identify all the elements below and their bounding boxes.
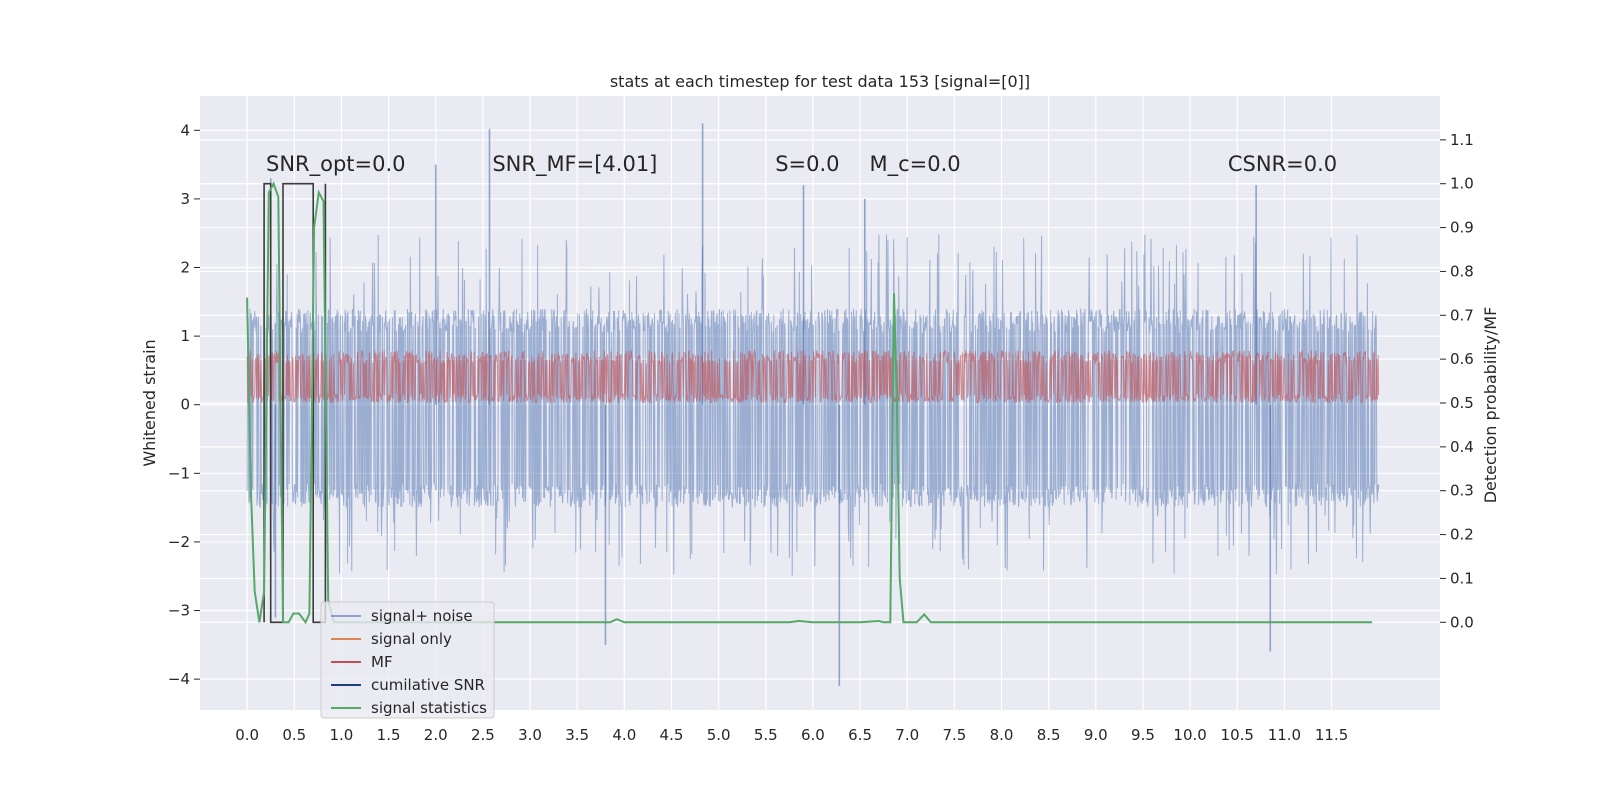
legend-label: signal statistics — [371, 699, 487, 717]
x-axis-ticks: 0.0 0.5 1.0 1.5 2.0 2.5 3.0 3.5 4.0 4.5 5.0 5.5 6.0 6… — [235, 726, 1348, 744]
annotation: CSNR=0.0 — [1228, 152, 1337, 176]
y2-tick-label: 0.2 — [1450, 526, 1474, 544]
series-mf — [246, 348, 1380, 405]
x-tick-label: 0.0 — [235, 726, 259, 744]
y-tick-label: −3 — [168, 602, 190, 620]
x-tick-label: 9.5 — [1131, 726, 1155, 744]
x-tick-label: 5.0 — [707, 726, 731, 744]
x-tick-label: 2.0 — [424, 726, 448, 744]
y-axis-ticks: 4 3 2 1 0 −1 −2 −3 −4 — [168, 121, 200, 688]
y2-tick-label: 0.9 — [1450, 219, 1474, 237]
x-tick-label: 11.5 — [1315, 726, 1348, 744]
y2-tick-label: 0.6 — [1450, 350, 1474, 368]
y-tick-label: −2 — [168, 533, 190, 551]
legend: signal+ noise signal only MF cumilative SNR… — [320, 601, 495, 719]
y2-tick-label: 1.1 — [1450, 131, 1474, 149]
y-axis-label: Whitened strain — [140, 339, 159, 466]
y-tick-label: 2 — [180, 259, 190, 277]
legend-label: signal+ noise — [371, 607, 473, 625]
annotation: SNR_opt=0.0 — [266, 152, 406, 177]
annotation: SNR_MF=[4.01] — [492, 152, 657, 177]
x-tick-label: 8.0 — [990, 726, 1014, 744]
legend-label: cumilative SNR — [371, 676, 485, 694]
x-tick-label: 2.5 — [471, 726, 495, 744]
x-tick-label: 7.5 — [942, 726, 966, 744]
y-tick-label: 0 — [180, 396, 190, 414]
legend-label: signal only — [371, 630, 452, 648]
y2-tick-label: 0.1 — [1450, 569, 1474, 587]
y2-axis-label: Detection probability/MF — [1481, 307, 1500, 504]
annotation: S=0.0 — [775, 152, 839, 176]
mf-line — [246, 348, 1380, 405]
x-tick-label: 3.5 — [565, 726, 589, 744]
x-tick-label: 8.5 — [1037, 726, 1061, 744]
x-tick-label: 11.0 — [1268, 726, 1301, 744]
y-tick-label: −4 — [168, 670, 190, 688]
legend-label: MF — [371, 653, 393, 671]
y-tick-label: −1 — [168, 464, 190, 482]
signal-noise-line — [246, 234, 1380, 576]
x-tick-label: 4.5 — [660, 726, 684, 744]
y2-tick-label: 0.7 — [1450, 306, 1474, 324]
series-signal-statistics — [246, 181, 1373, 625]
x-tick-label: 1.0 — [330, 726, 354, 744]
x-tick-label: 10.0 — [1173, 726, 1206, 744]
legend-box — [320, 601, 495, 719]
y-tick-label: 1 — [180, 327, 190, 345]
series-signal-noise — [246, 123, 1380, 686]
y2-tick-label: 0.4 — [1450, 438, 1474, 456]
series-cumilative-snr — [263, 182, 327, 624]
x-tick-label: 10.5 — [1221, 726, 1254, 744]
x-tick-label: 5.5 — [754, 726, 778, 744]
signal-statistics-line — [246, 181, 1373, 625]
x-tick-label: 6.0 — [801, 726, 825, 744]
x-tick-label: 1.5 — [377, 726, 401, 744]
y2-tick-label: 0.3 — [1450, 482, 1474, 500]
x-tick-label: 0.5 — [282, 726, 306, 744]
x-tick-label: 4.0 — [612, 726, 636, 744]
y-tick-label: 4 — [180, 121, 190, 139]
y-tick-label: 3 — [180, 190, 190, 208]
x-tick-label: 9.0 — [1084, 726, 1108, 744]
y2-tick-label: 0.5 — [1450, 394, 1474, 412]
x-tick-label: 7.0 — [895, 726, 919, 744]
y2-axis-ticks: 1.1 1.0 0.9 0.8 0.7 0.6 0.5 0.4 0.3 0.2 0.1 0.0 — [1440, 131, 1474, 631]
annotation: M_c=0.0 — [870, 152, 961, 177]
chart-title: stats at each timestep for test data 153… — [610, 72, 1030, 91]
x-tick-label: 6.5 — [848, 726, 872, 744]
x-tick-label: 3.0 — [518, 726, 542, 744]
y2-tick-label: 1.0 — [1450, 175, 1474, 193]
annotations: SNR_opt=0.0 SNR_MF=[4.01] S=0.0 M_c=0.0 CSNR… — [266, 152, 1337, 177]
y2-tick-label: 0.8 — [1450, 262, 1474, 280]
cumilative-snr-line — [263, 182, 327, 624]
y2-tick-label: 0.0 — [1450, 613, 1474, 631]
